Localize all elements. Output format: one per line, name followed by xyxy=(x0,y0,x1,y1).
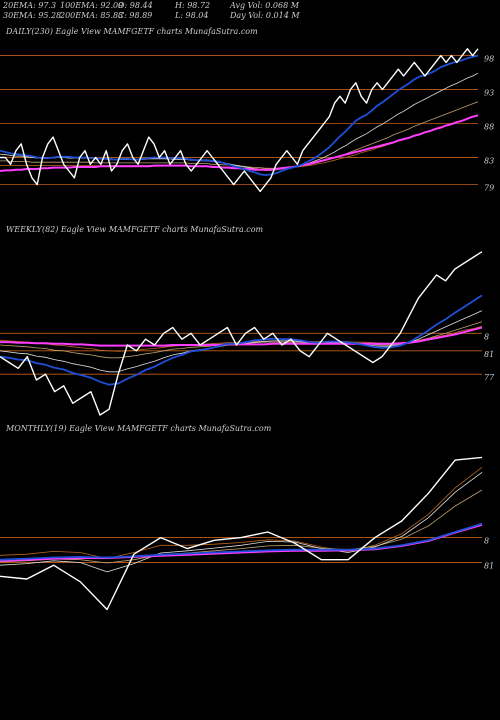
header-stat: Day Vol: 0.014 M xyxy=(229,11,300,20)
panel-title: DAILY(230) Eagle View MAMFGETF charts Mu… xyxy=(5,27,258,36)
price-level-label: 81 xyxy=(484,350,494,359)
header-stat: 20EMA: 97.3 xyxy=(2,1,56,10)
price-line xyxy=(0,251,483,416)
ema-mid-3-line xyxy=(0,114,479,170)
panel-title: WEEKLY(82) Eagle View MAMFGETF charts Mu… xyxy=(6,225,264,234)
ema-mid-1-line xyxy=(0,72,479,171)
price-level-label: 98 xyxy=(484,55,494,64)
header-stat: 200EMA: 85.83 xyxy=(59,11,123,20)
ema-fast-line xyxy=(0,522,483,561)
header-stat: L: 98.04 xyxy=(174,11,208,20)
ema-mid-2-line xyxy=(0,489,483,564)
price-level-label: 81 xyxy=(484,561,494,570)
header-stat: Avg Vol: 0.068 M xyxy=(229,1,300,10)
header-stats: 20EMA: 97.3 100EMA: 92.09O: 98.44 H: 98.72… xyxy=(2,1,300,20)
header-stat: H: 98.72 xyxy=(174,1,210,10)
price-level-label: 93 xyxy=(484,89,494,98)
panel-title: MONTHLY(19) Eagle View MAMFGETF charts M… xyxy=(5,424,272,433)
header-stat: C: 98.89 xyxy=(118,11,152,20)
price-level-label: 8 xyxy=(484,537,489,546)
ema-mid-1-line xyxy=(0,471,483,573)
ema-fast-line xyxy=(0,294,483,386)
price-level-label: 8 xyxy=(484,332,489,341)
monthly-panel: MONTHLY(19) Eagle View MAMFGETF charts M… xyxy=(0,424,494,611)
price-line xyxy=(0,48,479,193)
daily-panel: DAILY(230) Eagle View MAMFGETF charts Mu… xyxy=(0,27,494,193)
ema-mid-2-line xyxy=(0,101,479,169)
price-line xyxy=(0,456,483,611)
ema-long-line xyxy=(0,326,483,347)
weekly-panel: WEEKLY(82) Eagle View MAMFGETF charts Mu… xyxy=(0,225,495,416)
price-level-label: 83 xyxy=(484,156,494,165)
price-level-label: 88 xyxy=(484,123,494,132)
header-stat: O: 98.44 xyxy=(118,1,153,10)
ema-mid-3-line xyxy=(0,466,483,559)
price-level-label: 79 xyxy=(484,184,494,193)
price-level-label: 77 xyxy=(484,373,495,382)
header-stat: 100EMA: 92.09 xyxy=(60,1,123,10)
header-stat: 30EMA: 95.28 xyxy=(3,11,61,20)
